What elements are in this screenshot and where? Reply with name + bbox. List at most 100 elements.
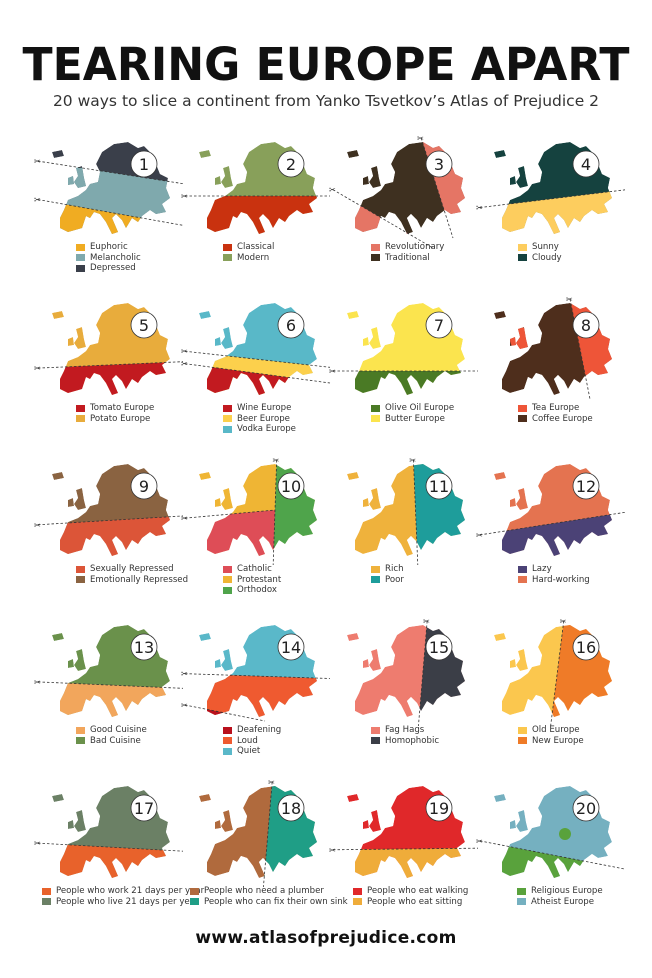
website-link[interactable]: www.atlasofprejudice.com: [195, 928, 457, 948]
scissors-icon: ✂: [181, 192, 188, 201]
legend-item: Tomato Europe: [76, 403, 154, 414]
map-panel-13: ✂ 13 Good Cuisine Bad Cuisine: [34, 621, 188, 781]
map-legend: Deafening Loud Quiet: [223, 725, 281, 757]
legend-item: Poor: [371, 575, 404, 586]
legend-label: People who can fix their own sink: [204, 896, 348, 907]
legend-label: Cloudy: [532, 252, 562, 263]
legend-swatch: [223, 415, 232, 423]
map-number: 4: [581, 155, 591, 174]
legend-item: Wine Europe: [223, 403, 296, 414]
legend-item: Sunny: [518, 242, 562, 253]
region-catholic: [199, 510, 275, 556]
legend-swatch: [42, 898, 51, 906]
map-number: 16: [576, 638, 596, 657]
cut-line: [272, 459, 278, 566]
cut-line: [37, 842, 184, 852]
cut-line: [569, 298, 591, 400]
page-title: TEARING EUROPE APART: [22, 38, 630, 91]
legend-item: Good Cuisine: [76, 725, 147, 736]
map-legend: People who need a plumber People who can …: [190, 886, 348, 907]
legend-item: Homophobic: [371, 736, 439, 747]
map-panel-3: ✂ ✂ 3 Revolutionary Traditional: [329, 134, 483, 298]
europe-map: ✂2: [181, 142, 330, 234]
scissors-icon: ✂: [34, 678, 41, 687]
legend-item: Atheist Europe: [517, 897, 603, 908]
legend-swatch: [517, 887, 526, 895]
map-number: 20: [576, 799, 596, 818]
scissors-icon: ✂: [417, 134, 424, 143]
cut-line: [184, 704, 266, 722]
scissors-icon: ✂: [476, 531, 483, 540]
legend-swatch: [76, 415, 85, 423]
legend-swatch: [223, 254, 232, 262]
map-number-badge: 11: [425, 472, 453, 500]
cut-line: [420, 137, 454, 239]
legend-swatch: [76, 565, 85, 573]
map-number: 15: [429, 638, 449, 657]
legend-item: Vodka Europe: [223, 424, 296, 435]
cut-line: [37, 361, 184, 369]
map-number: 17: [134, 799, 154, 818]
map-legend: Euphoric Melancholic Depressed: [76, 242, 141, 274]
legend-label: Sexually Repressed: [90, 564, 174, 574]
legend-label: Protestant: [237, 574, 282, 585]
map-number: 8: [581, 316, 591, 335]
map-number: 10: [281, 477, 301, 496]
legend-swatch: [223, 425, 232, 433]
legend-label: Homophobic: [385, 735, 440, 746]
scissors-icon: ✂: [329, 186, 336, 195]
legend-item: Quiet: [223, 746, 281, 757]
map-number-badge: 13: [130, 633, 158, 661]
legend-label: Potato Europe: [90, 413, 151, 424]
legend-label: Good Cuisine: [90, 725, 147, 735]
map-number-badge: 16: [572, 633, 600, 661]
legend-swatch: [223, 243, 232, 251]
europe-map: ✂ ✂ 3: [329, 134, 465, 249]
scissors-icon: ✂: [476, 837, 483, 846]
map-legend: Rich Poor: [371, 564, 404, 585]
europe-map: ✂ 18: [199, 778, 317, 888]
europe-map: ✂ ✂ 1: [34, 142, 184, 234]
europe-map: ✂ 20: [476, 786, 626, 878]
map-legend: Fag Hags Homophobic: [371, 725, 439, 746]
map-number-badge: 3: [425, 150, 453, 178]
legend-label: Old Europe: [532, 725, 580, 735]
legend-swatch: [76, 726, 85, 734]
map-number-badge: 6: [277, 311, 305, 339]
legend-swatch: [76, 243, 85, 251]
map-number-badge: 15: [425, 633, 453, 661]
region-revolutionary: [347, 178, 433, 234]
legend-swatch: [190, 887, 199, 895]
legend-label: Olive Oil Europe: [385, 403, 455, 413]
map-number: 14: [281, 638, 301, 657]
legend-item: Potato Europe: [76, 414, 154, 425]
map-number-badge: 18: [277, 794, 305, 822]
legend-item: Coffee Europe: [518, 414, 593, 425]
map-panel-20: ✂ 20 Religious Europe Atheist Europe: [476, 782, 630, 942]
map-panel-7: ✂ 7 Olive Oil Europe Butter Europe: [329, 299, 483, 459]
legend-label: Traditional: [385, 252, 430, 263]
map-number-badge: 5: [130, 311, 158, 339]
legend-swatch: [371, 737, 380, 745]
map-panel-14: ✂ ✂ 14 Deafening Loud Quiet: [181, 621, 335, 781]
map-number: 12: [576, 477, 596, 496]
legend-label: Tomato Europe: [90, 403, 155, 413]
legend-swatch: [517, 898, 526, 906]
map-panel-16: ✂ 16 Old Europe New Europe: [480, 617, 630, 781]
legend-label: Classical: [237, 242, 275, 252]
legend-item: People who need a plumber: [190, 886, 348, 897]
scissors-icon: ✂: [268, 778, 275, 787]
scissors-icon: ✂: [181, 347, 188, 356]
legend-item: Butter Europe: [371, 414, 454, 425]
legend-label: People who need a plumber: [204, 886, 324, 896]
legend-item: Lazy: [518, 564, 590, 575]
legend-swatch: [76, 404, 85, 412]
map-panel-5: ✂ 5 Tomato Europe Potato Europe: [34, 299, 188, 459]
cut-line: [479, 840, 626, 870]
legend-label: Religious Europe: [531, 886, 603, 896]
legend-swatch: [371, 565, 380, 573]
map-number: 11: [429, 477, 449, 496]
legend-item: People who work 21 days per year: [42, 886, 204, 897]
legend-swatch: [371, 243, 380, 251]
map-legend: Revolutionary Traditional: [371, 242, 444, 263]
